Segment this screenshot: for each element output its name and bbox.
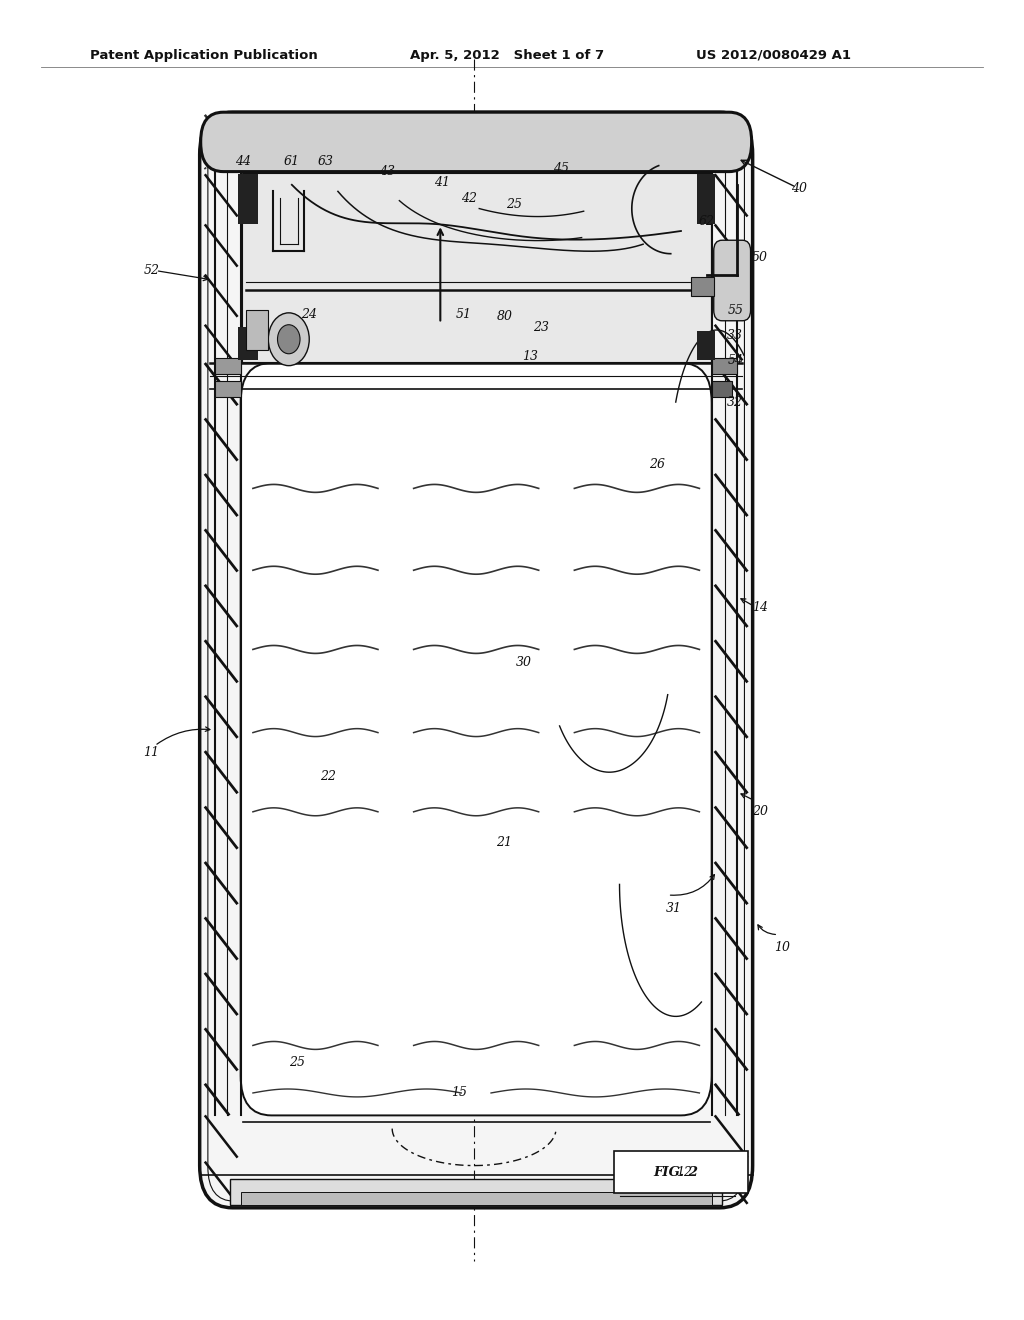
- Text: FIG. 2: FIG. 2: [653, 1166, 698, 1179]
- FancyBboxPatch shape: [201, 112, 752, 172]
- Text: 32: 32: [727, 396, 743, 409]
- Text: 25: 25: [289, 1056, 305, 1069]
- Text: 51: 51: [456, 308, 472, 321]
- Text: 45: 45: [553, 162, 569, 176]
- Bar: [246, 310, 268, 350]
- Text: 15: 15: [451, 1086, 467, 1100]
- Text: 25: 25: [506, 198, 522, 211]
- Text: 13: 13: [522, 350, 539, 363]
- Text: 41: 41: [434, 176, 451, 189]
- FancyBboxPatch shape: [714, 240, 751, 321]
- Text: 24: 24: [301, 308, 317, 321]
- Bar: [241, 1192, 712, 1205]
- Text: 11: 11: [143, 746, 160, 759]
- Circle shape: [268, 313, 309, 366]
- Text: 44: 44: [234, 154, 251, 168]
- Text: 40: 40: [791, 182, 807, 195]
- Text: 22: 22: [319, 770, 336, 783]
- Text: 12: 12: [676, 1166, 692, 1179]
- Text: 52: 52: [143, 264, 160, 277]
- Text: 33: 33: [727, 329, 743, 342]
- FancyBboxPatch shape: [200, 112, 753, 1208]
- Bar: [697, 331, 715, 360]
- Text: 14: 14: [752, 601, 768, 614]
- Text: 21: 21: [496, 836, 512, 849]
- Bar: [242, 173, 711, 362]
- Circle shape: [278, 325, 300, 354]
- Text: 63: 63: [317, 154, 334, 168]
- Text: 23: 23: [532, 321, 549, 334]
- Text: US 2012/0080429 A1: US 2012/0080429 A1: [696, 49, 851, 62]
- Text: 42: 42: [461, 191, 477, 205]
- Bar: [691, 277, 714, 296]
- Bar: [238, 327, 258, 360]
- Text: 62: 62: [698, 215, 715, 228]
- Bar: [238, 174, 258, 224]
- FancyBboxPatch shape: [614, 1151, 748, 1193]
- Text: 61: 61: [284, 154, 300, 168]
- Text: 31: 31: [666, 902, 682, 915]
- Text: 54: 54: [727, 354, 743, 367]
- Text: 26: 26: [649, 458, 666, 471]
- Text: 80: 80: [497, 310, 513, 323]
- Text: 30: 30: [516, 656, 532, 669]
- Bar: [215, 381, 241, 397]
- Bar: [215, 358, 241, 374]
- Text: 55: 55: [727, 304, 743, 317]
- Bar: [230, 1179, 722, 1205]
- Text: 50: 50: [752, 251, 768, 264]
- Bar: [697, 174, 715, 224]
- Text: 43: 43: [379, 165, 395, 178]
- Text: Apr. 5, 2012   Sheet 1 of 7: Apr. 5, 2012 Sheet 1 of 7: [410, 49, 604, 62]
- Text: Patent Application Publication: Patent Application Publication: [90, 49, 317, 62]
- Bar: [712, 381, 732, 397]
- Text: 20: 20: [752, 805, 768, 818]
- Bar: [712, 358, 737, 374]
- FancyBboxPatch shape: [241, 363, 712, 1115]
- Text: 10: 10: [774, 941, 791, 954]
